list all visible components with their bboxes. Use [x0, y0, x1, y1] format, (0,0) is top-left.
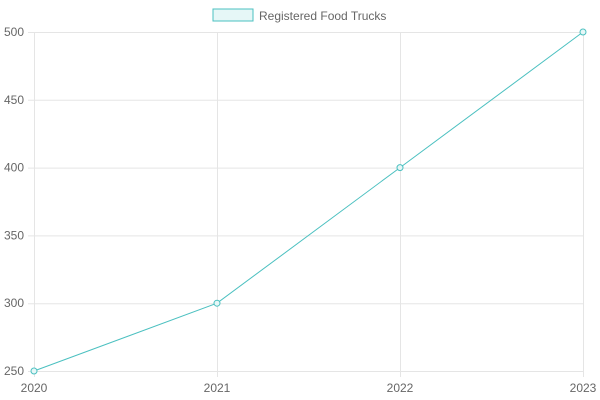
data-point[interactable]: [30, 367, 38, 375]
axes: 250 300 350 400 450 500 2020 2021 2022 2023: [4, 25, 597, 395]
y-tick-label: 300: [4, 296, 24, 310]
y-tick-label: 250: [4, 364, 24, 378]
legend-swatch[interactable]: [212, 8, 254, 22]
y-tick-label: 500: [4, 25, 24, 39]
x-tick-label: 2021: [204, 381, 231, 395]
series-line: [33, 31, 584, 372]
legend[interactable]: Registered Food Trucks: [212, 8, 386, 23]
grid-lines: [28, 32, 584, 377]
series-layer: [30, 28, 587, 375]
data-point[interactable]: [396, 164, 404, 172]
y-tick-label: 350: [4, 228, 24, 242]
x-tick-label: 2020: [21, 381, 48, 395]
y-tick-label: 450: [4, 93, 24, 107]
data-point[interactable]: [579, 28, 587, 36]
legend-label[interactable]: Registered Food Trucks: [259, 9, 386, 23]
x-tick-label: 2022: [387, 381, 414, 395]
y-tick-label: 400: [4, 161, 24, 175]
data-point[interactable]: [213, 299, 221, 307]
x-tick-label: 2023: [570, 381, 597, 395]
